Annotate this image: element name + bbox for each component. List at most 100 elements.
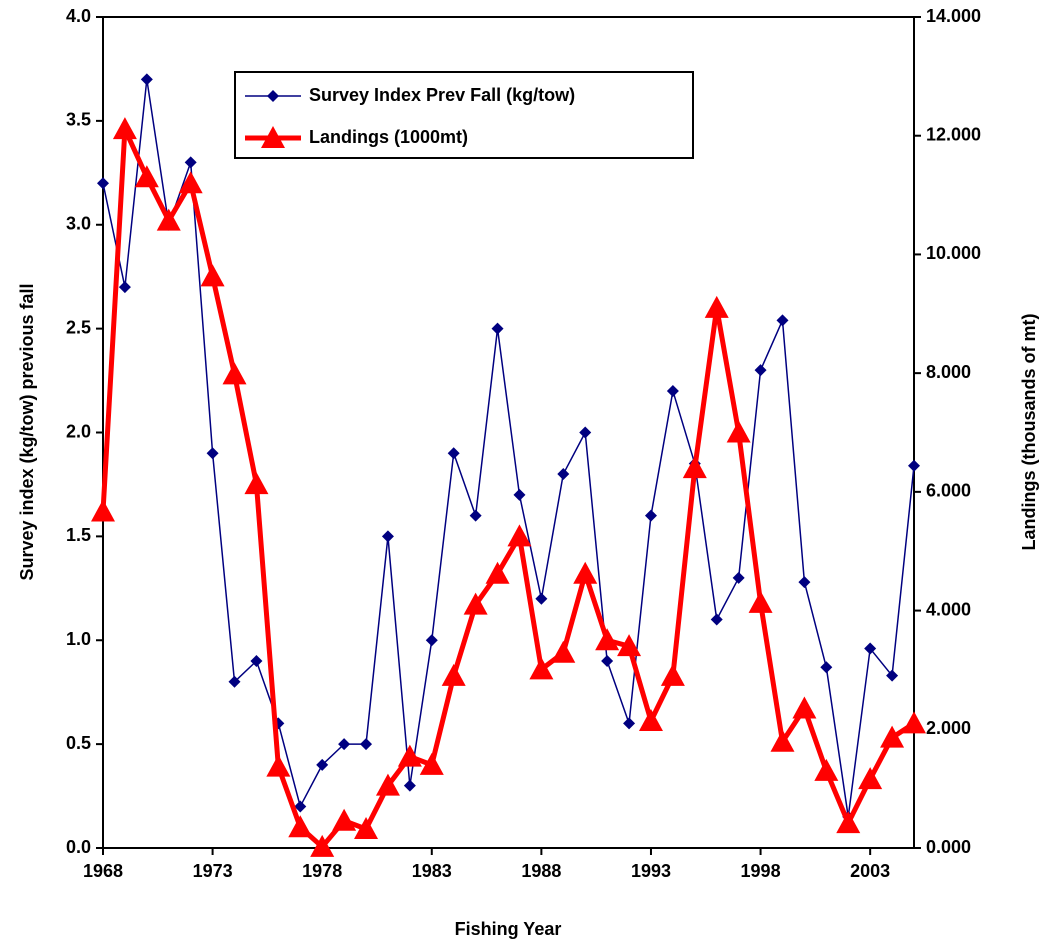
data-point xyxy=(178,171,203,194)
data-point xyxy=(156,208,181,231)
data-point xyxy=(485,561,510,584)
y-tick-label: 1.5 xyxy=(66,525,91,545)
data-point xyxy=(666,384,679,397)
data-point xyxy=(425,634,438,647)
x-tick-label: 1993 xyxy=(631,861,671,881)
data-point xyxy=(880,725,905,748)
legend-marker xyxy=(261,126,285,148)
data-point xyxy=(288,815,313,838)
legend-label: Landings (1000mt) xyxy=(309,127,468,147)
data-point xyxy=(579,426,592,439)
y-tick-label: 0.5 xyxy=(66,733,91,753)
series-line xyxy=(100,126,916,850)
data-point xyxy=(469,509,482,522)
x-tick-label: 1988 xyxy=(521,861,561,881)
y-tick-label: 4.0 xyxy=(66,6,91,26)
data-point xyxy=(184,156,197,169)
data-point xyxy=(140,73,153,86)
legend-box xyxy=(234,71,694,159)
y-tick-label: 2.0 xyxy=(66,421,91,441)
data-point xyxy=(310,834,335,857)
data-point xyxy=(316,758,329,771)
data-point xyxy=(228,675,241,688)
data-point xyxy=(397,744,422,767)
data-point xyxy=(864,642,877,655)
x-tick-label: 2003 xyxy=(850,861,890,881)
x-tick-label: 1978 xyxy=(302,861,342,881)
data-point xyxy=(551,640,576,663)
y2-tick-label: 2.000 xyxy=(926,718,971,738)
data-point xyxy=(908,459,920,472)
data-point xyxy=(441,663,466,686)
data-point xyxy=(529,657,554,680)
series-line xyxy=(102,78,915,818)
data-point xyxy=(623,717,636,730)
data-point xyxy=(792,696,817,719)
data-point xyxy=(732,571,745,584)
data-point xyxy=(250,655,263,668)
data-point xyxy=(419,752,444,775)
data-point xyxy=(507,524,532,547)
x-tick-label: 1968 xyxy=(83,861,123,881)
y-tick-label: 0.0 xyxy=(66,837,91,857)
data-point xyxy=(595,628,620,651)
data-point xyxy=(200,264,225,287)
data-point xyxy=(294,800,307,813)
y2-tick-label: 8.000 xyxy=(926,362,971,382)
y2-tick-label: 4.000 xyxy=(926,599,971,619)
x-axis-title: Fishing Year xyxy=(455,919,562,939)
y2-tick-label: 0.000 xyxy=(926,837,971,857)
data-point xyxy=(222,362,247,385)
data-point xyxy=(338,738,351,751)
x-tick-label: 1998 xyxy=(741,861,781,881)
data-point xyxy=(332,808,357,831)
data-point xyxy=(266,754,291,777)
y-axis-title: Survey index (kg/tow) previous fall xyxy=(17,283,37,580)
data-point xyxy=(748,590,773,613)
y2-tick-label: 10.000 xyxy=(926,243,981,263)
data-point xyxy=(798,576,811,589)
data-point xyxy=(375,773,400,796)
data-point xyxy=(403,779,416,792)
y-tick-label: 3.5 xyxy=(66,110,91,130)
data-point xyxy=(682,456,707,479)
data-point xyxy=(902,711,926,734)
y-tick-label: 2.5 xyxy=(66,317,91,337)
data-point xyxy=(573,561,598,584)
data-point xyxy=(447,447,460,460)
data-point xyxy=(206,447,219,460)
y-tick-label: 1.0 xyxy=(66,629,91,649)
data-point xyxy=(858,767,883,790)
data-point xyxy=(91,499,115,522)
y-tick-label: 3.0 xyxy=(66,214,91,234)
data-point xyxy=(660,663,685,686)
data-point xyxy=(814,758,839,781)
data-point xyxy=(754,364,767,377)
data-point xyxy=(134,165,159,188)
data-point xyxy=(360,738,373,751)
x-tick-label: 1983 xyxy=(412,861,452,881)
data-point xyxy=(704,295,729,318)
data-point xyxy=(886,669,899,682)
data-point xyxy=(617,634,642,657)
data-point xyxy=(710,613,723,626)
data-point xyxy=(118,281,131,294)
data-point xyxy=(354,817,379,840)
data-point xyxy=(557,468,570,481)
data-point xyxy=(491,322,504,335)
data-point xyxy=(535,592,548,605)
data-point xyxy=(112,117,137,140)
legend-marker xyxy=(267,90,279,102)
x-tick-label: 1973 xyxy=(193,861,233,881)
data-point xyxy=(644,509,657,522)
data-point xyxy=(836,811,861,834)
data-point xyxy=(820,661,833,674)
data-point xyxy=(513,488,526,501)
data-point xyxy=(463,592,488,615)
y2-axis-title: Landings (thousands of mt) xyxy=(1019,314,1039,551)
data-point xyxy=(601,655,614,668)
y2-tick-label: 14.000 xyxy=(926,6,981,26)
y2-tick-label: 12.000 xyxy=(926,124,981,144)
